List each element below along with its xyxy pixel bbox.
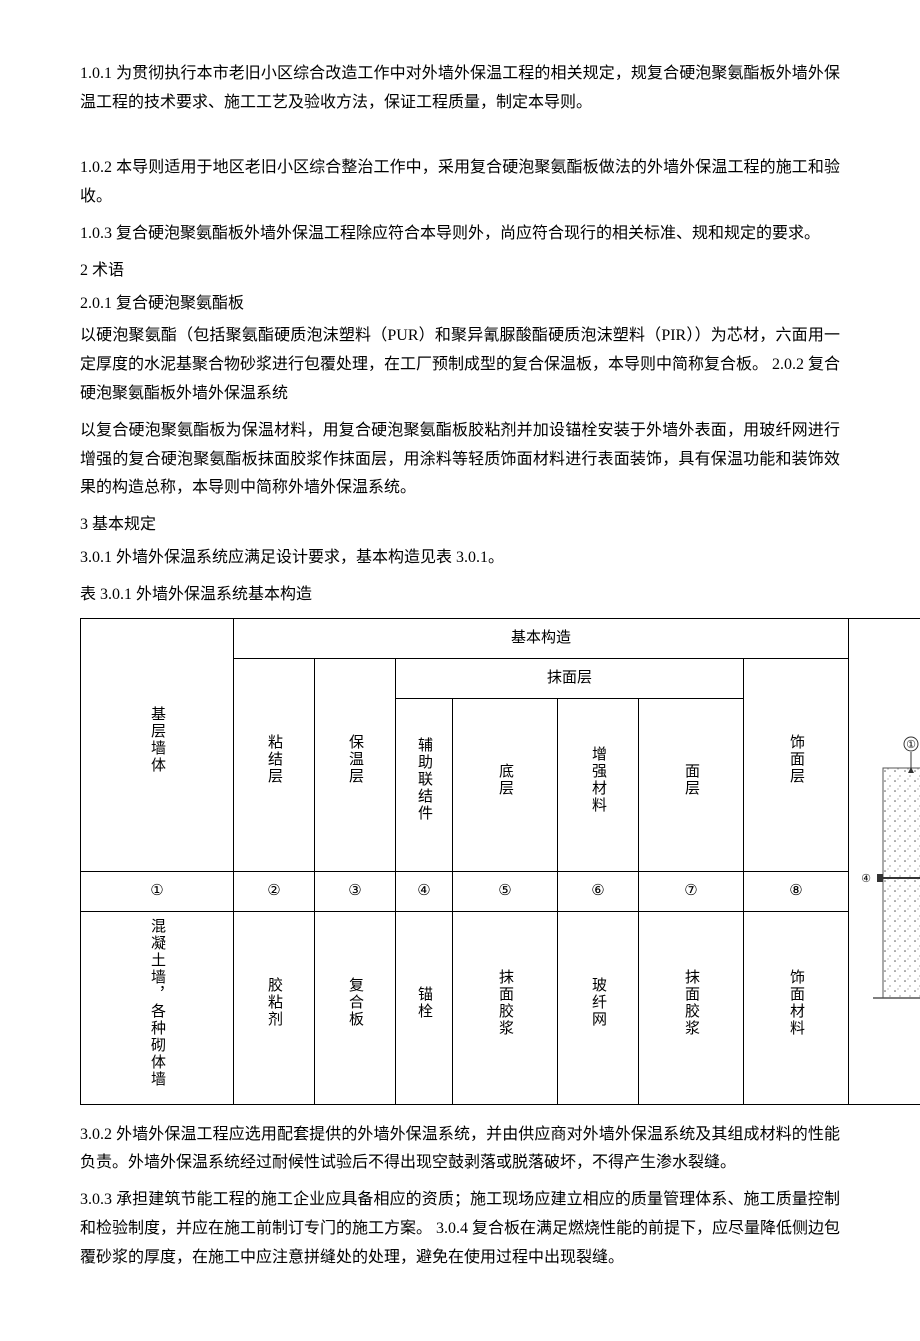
paragraph-301: 3.0.1 外墙外保温系统应满足设计要求，基本构造见表 3.0.1。 [80,544,840,573]
paragraph-202: 以复合硬泡聚氨酯板为保温材料，用复合硬泡聚氨酯板胶粘剂并加设锚栓安装于外墙外表面… [80,417,840,503]
col-7-num: ⑧ [744,871,849,911]
construction-diagram: ①②③⑥ ⑧ ⑤⑦ ④ [853,728,920,1028]
col-3-name: 辅助联结件 [396,698,453,871]
paragraph-302: 3.0.2 外墙外保温工程应选用配套提供的外墙外保温系统，并由供应商对外墙外保温… [80,1121,840,1179]
col-0-name: 基层墙体 [81,618,234,871]
table-caption: 表 3.0.1 外墙外保温系统基本构造 [80,581,840,610]
section-3-heading: 3 基本规定 [80,511,840,540]
diagram-cell: 构造示意 [849,618,920,1104]
col-4-name: 底层 [453,698,558,871]
paragraph-201: 以硬泡聚氨酯（包括聚氨酯硬质泡沫塑料（PUR）和聚异氰脲酸酯硬质泡沫塑料（PIR… [80,322,840,408]
paragraph-103: 1.0.3 复合硬泡聚氨酯板外墙外保温工程除应符合本导则外，尚应符合现行的相关标… [80,220,840,249]
col-4-num: ⑤ [453,871,558,911]
svg-text:④: ④ [861,873,871,885]
col-5-val: 玻纤网 [558,911,639,1104]
col-5-name: 增强材料 [558,698,639,871]
col-7-name: 饰面层 [744,658,849,871]
col-2-num: ③ [315,871,396,911]
col-1-num: ② [234,871,315,911]
col-6-name: 面层 [639,698,744,871]
paragraph-102: 1.0.2 本导则适用于地区老旧小区综合整治工作中，采用复合硬泡聚氨酯板做法的外… [80,154,840,212]
col-3-num: ④ [396,871,453,911]
paragraph-303: 3.0.3 承担建筑节能工程的施工企业应具备相应的资质；施工现场应建立相应的质量… [80,1186,840,1272]
col-6-num: ⑦ [639,871,744,911]
header-diagram: 构造示意 [853,695,920,722]
section-2-heading: 2 术语 [80,257,840,286]
header-basic-structure: 基本构造 [234,618,849,658]
construction-table: 基层墙体 基本构造 构造示意 [80,618,920,1105]
col-2-val: 复合板 [315,911,396,1104]
col-0-val: 混凝土墙，各种砌体墙 [81,911,234,1104]
paragraph-101: 1.0.1 为贯彻执行本市老旧小区综合改造工作中对外墙外保温工程的相关规定，规复… [80,60,840,118]
col-0-num: ① [81,871,234,911]
col-1-name: 粘结层 [234,658,315,871]
header-plaster-layer: 抹面层 [396,658,744,698]
col-5-num: ⑥ [558,871,639,911]
col-7-val: 饰面材料 [744,911,849,1104]
section-201-heading: 2.0.1 复合硬泡聚氨酯板 [80,290,840,319]
col-2-name: 保温层 [315,658,396,871]
svg-text:①: ① [906,739,916,751]
col-1-val: 胶粘剂 [234,911,315,1104]
col-4-val: 抹面胶浆 [453,911,558,1104]
col-3-val: 锚栓 [396,911,453,1104]
col-6-val: 抹面胶浆 [639,911,744,1104]
